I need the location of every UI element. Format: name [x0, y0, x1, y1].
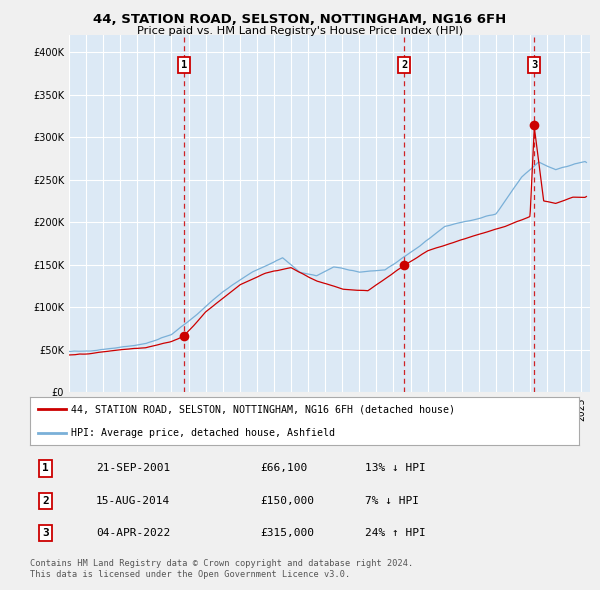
Text: 3: 3	[531, 60, 538, 70]
Text: 2: 2	[401, 60, 407, 70]
Text: 21-SEP-2001: 21-SEP-2001	[96, 463, 170, 473]
Text: 15-AUG-2014: 15-AUG-2014	[96, 496, 170, 506]
Text: 1: 1	[42, 463, 49, 473]
Text: 1: 1	[181, 60, 187, 70]
Text: 3: 3	[42, 529, 49, 539]
Text: 24% ↑ HPI: 24% ↑ HPI	[365, 529, 425, 539]
Text: £66,100: £66,100	[260, 463, 308, 473]
Text: 7% ↓ HPI: 7% ↓ HPI	[365, 496, 419, 506]
Text: 44, STATION ROAD, SELSTON, NOTTINGHAM, NG16 6FH (detached house): 44, STATION ROAD, SELSTON, NOTTINGHAM, N…	[71, 404, 455, 414]
Text: £150,000: £150,000	[260, 496, 314, 506]
Text: 13% ↓ HPI: 13% ↓ HPI	[365, 463, 425, 473]
Text: Price paid vs. HM Land Registry's House Price Index (HPI): Price paid vs. HM Land Registry's House …	[137, 26, 463, 36]
Text: 04-APR-2022: 04-APR-2022	[96, 529, 170, 539]
Text: £315,000: £315,000	[260, 529, 314, 539]
Text: HPI: Average price, detached house, Ashfield: HPI: Average price, detached house, Ashf…	[71, 428, 335, 438]
Text: 44, STATION ROAD, SELSTON, NOTTINGHAM, NG16 6FH: 44, STATION ROAD, SELSTON, NOTTINGHAM, N…	[94, 13, 506, 26]
Text: Contains HM Land Registry data © Crown copyright and database right 2024.
This d: Contains HM Land Registry data © Crown c…	[30, 559, 413, 579]
Text: 2: 2	[42, 496, 49, 506]
